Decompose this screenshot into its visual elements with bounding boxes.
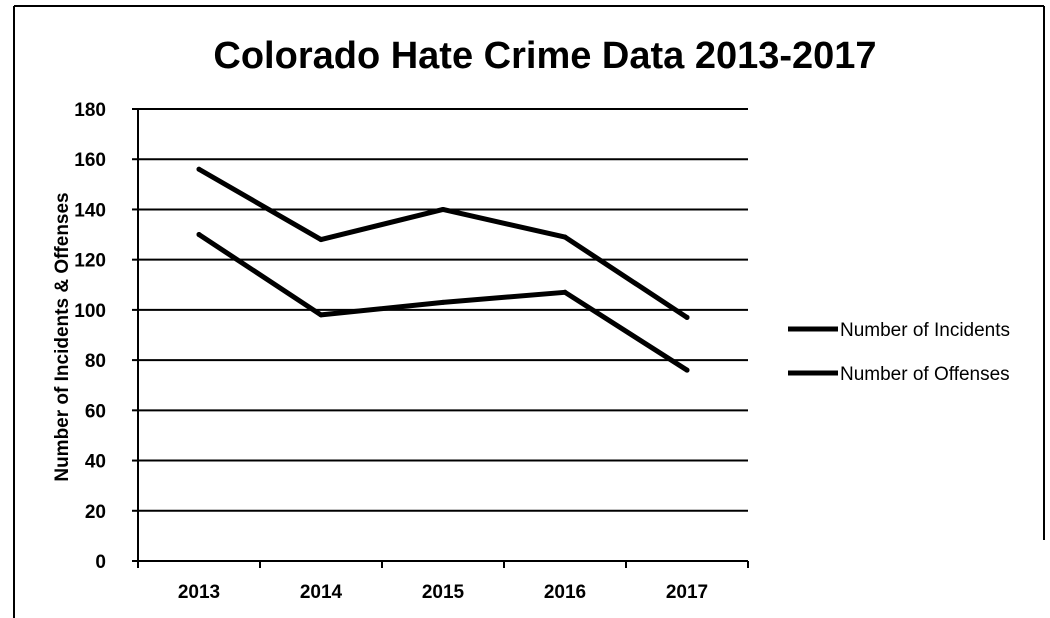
data-point: [440, 206, 446, 212]
y-tick-label: 180: [74, 100, 106, 121]
chart-title: Colorado Hate Crime Data 2013-2017: [213, 35, 876, 77]
data-point: [684, 314, 690, 320]
y-tick-label: 40: [85, 452, 106, 473]
x-tick-label: 2017: [666, 582, 708, 603]
x-tick-label: 2016: [544, 582, 586, 603]
y-tick-label: 20: [85, 502, 106, 523]
data-point: [196, 166, 202, 172]
y-tick-label: 100: [74, 301, 106, 322]
y-tick-label: 120: [74, 251, 106, 272]
legend-label: Number of Incidents: [840, 320, 1010, 341]
y-tick-label: 60: [85, 401, 106, 422]
data-point: [196, 232, 202, 238]
data-point: [562, 234, 568, 240]
data-point: [562, 289, 568, 295]
y-tick-label: 0: [95, 552, 106, 573]
series-lines: [196, 166, 690, 373]
axes: [132, 108, 749, 568]
x-tick-labels: 2013 2014 2015 2016 2017: [178, 582, 708, 603]
data-point: [684, 367, 690, 373]
y-tick-labels: 0 20 40 60 80 100 120 140 160 180: [74, 100, 106, 573]
x-tick-label: 2014: [300, 582, 343, 603]
legend: Number of Incidents Number of Offenses: [788, 320, 1010, 385]
data-point: [318, 312, 324, 318]
legend-label: Number of Offenses: [840, 364, 1010, 385]
gridlines: [138, 108, 748, 512]
x-tick-label: 2013: [178, 582, 220, 603]
data-point: [440, 299, 446, 305]
y-tick-label: 140: [74, 200, 106, 221]
y-axis-label: Number of Incidents & Offenses: [52, 192, 73, 481]
data-point: [318, 237, 324, 243]
y-tick-label: 80: [85, 351, 106, 372]
x-tick-label: 2015: [422, 582, 465, 603]
series-line-2: [196, 166, 690, 320]
y-tick-label: 160: [74, 150, 106, 171]
